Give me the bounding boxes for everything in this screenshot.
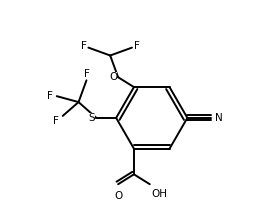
Text: F: F <box>84 70 90 79</box>
Text: O: O <box>109 72 117 82</box>
Text: F: F <box>47 91 53 101</box>
Text: OH: OH <box>152 189 168 199</box>
Text: F: F <box>80 41 86 51</box>
Text: F: F <box>53 116 59 126</box>
Text: S: S <box>88 113 95 123</box>
Text: N: N <box>215 113 223 123</box>
Text: F: F <box>134 41 140 51</box>
Text: O: O <box>114 191 122 201</box>
